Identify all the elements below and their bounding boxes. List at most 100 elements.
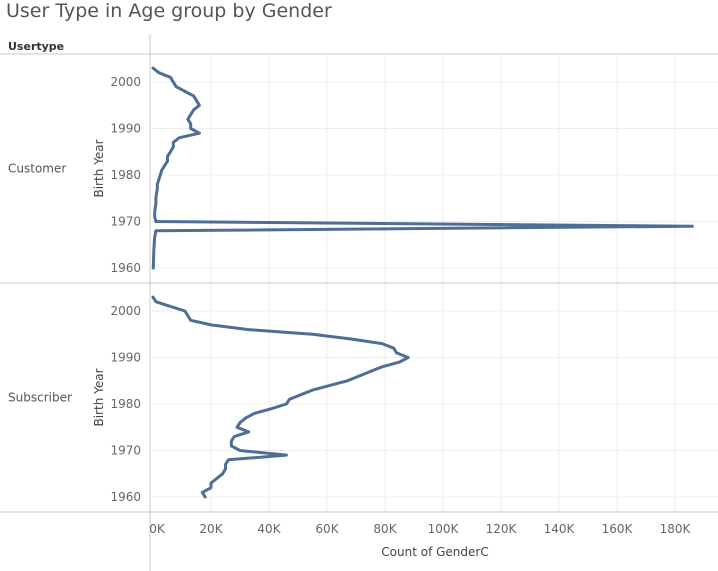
y-axis-title: Birth Year [92,139,106,197]
data-point [381,342,383,345]
data-point [230,445,233,447]
data-point [300,393,302,396]
data-point [153,243,155,246]
data-point [210,482,212,484]
data-point [349,338,352,340]
series-line-subscriber [151,295,410,499]
data-point [172,146,175,148]
data-point [239,421,241,424]
data-point [285,403,288,405]
data-point [178,137,180,139]
data-point [358,375,360,377]
y-tick-label: 1980 [110,397,141,411]
data-point [152,253,155,255]
data-point [216,477,218,480]
chart-data-layer [151,66,694,499]
data-point [369,370,372,373]
data-point [247,431,250,433]
data-point [169,76,172,79]
data-point [329,384,331,387]
data-point [236,426,238,429]
data-point [189,127,192,130]
data-point [392,347,395,350]
y-tick-label: 1980 [110,168,141,182]
data-point [155,197,157,200]
data-point [155,230,157,232]
data-point [189,113,192,116]
x-tick-label: 40K [257,522,281,536]
y-tick-label: 1990 [110,122,141,136]
data-point [156,188,159,190]
data-point [288,398,291,401]
row-label-customer: Customer [8,162,66,176]
data-point [381,366,383,368]
x-tick-label: 140K [544,522,576,536]
data-point [155,300,157,303]
data-point [184,90,186,93]
data-point [172,141,175,144]
y-tick-label: 1960 [110,490,141,504]
data-point [169,305,172,308]
data-point [155,202,157,204]
x-axis-title: Count of GenderC [381,545,488,559]
data-point [154,206,157,209]
data-point [398,361,401,363]
data-point [285,454,288,456]
y-tick-label: 1970 [110,444,141,458]
data-point [166,155,169,158]
data-point [163,164,166,167]
data-point [195,99,198,102]
data-point [311,333,314,336]
data-point [152,257,155,260]
x-tick-label: 80K [373,522,397,536]
y-tick-label: 2000 [110,304,141,318]
data-point [233,435,235,438]
chart-frame: Usertype 1960 1970 1980 1990 2000 Customer Birt… [0,34,718,571]
x-tick-label: 60K [315,522,339,536]
data-point [192,95,195,97]
y-axis-title: Birth Year [92,368,106,426]
data-point [210,324,212,326]
y-tick-label: 1970 [110,215,141,229]
x-tick-label: 20K [199,522,223,536]
data-point [155,192,158,195]
x-tick-label: 100K [428,522,460,536]
data-point [227,459,230,461]
data-point [169,150,172,153]
data-point [160,169,163,172]
data-point [210,486,212,489]
data-point [407,356,410,359]
chart-title: User Type in Age group by Gender [6,0,332,22]
data-point [152,296,154,298]
data-point [224,468,227,470]
data-point [153,211,156,213]
data-point [152,267,155,269]
data-point [158,178,160,181]
data-point [198,132,201,134]
data-point [172,81,175,83]
data-point [166,160,169,162]
x-tick-label: 180K [660,522,692,536]
data-point [189,123,192,125]
data-point [311,389,314,391]
data-point [198,104,201,107]
data-point [184,310,186,312]
data-point [239,449,241,452]
y-tick-label: 1960 [110,261,141,275]
data-point [204,496,206,498]
x-tick-label: 0K [149,522,166,536]
data-point [175,85,177,88]
data-point [152,262,155,265]
data-point [691,225,694,227]
data-point [230,440,233,443]
data-point [253,412,256,415]
data-point [221,472,224,475]
data-point [153,248,155,251]
data-point [156,183,159,186]
data-point [395,352,398,354]
y-tick-label: 1990 [110,351,141,365]
data-point [187,314,189,317]
data-point [224,463,227,466]
data-point [192,109,195,111]
data-point [159,174,162,176]
